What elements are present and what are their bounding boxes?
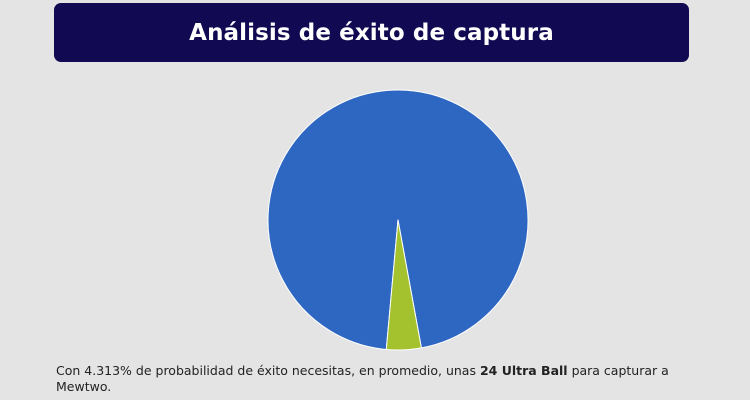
- chart-title: Análisis de éxito de captura: [189, 19, 554, 46]
- caption-prefix: Con 4.313% de probabilidad de éxito nece…: [56, 363, 480, 378]
- result-caption: Con 4.313% de probabilidad de éxito nece…: [56, 363, 696, 395]
- pie-slice-exito: [385, 219, 422, 351]
- caption-emphasis: 24 Ultra Ball: [479, 363, 568, 378]
- title-banner: Análisis de éxito de captura: [54, 3, 689, 62]
- caption-suffix: para capturar a Mewtwo.: [56, 363, 669, 394]
